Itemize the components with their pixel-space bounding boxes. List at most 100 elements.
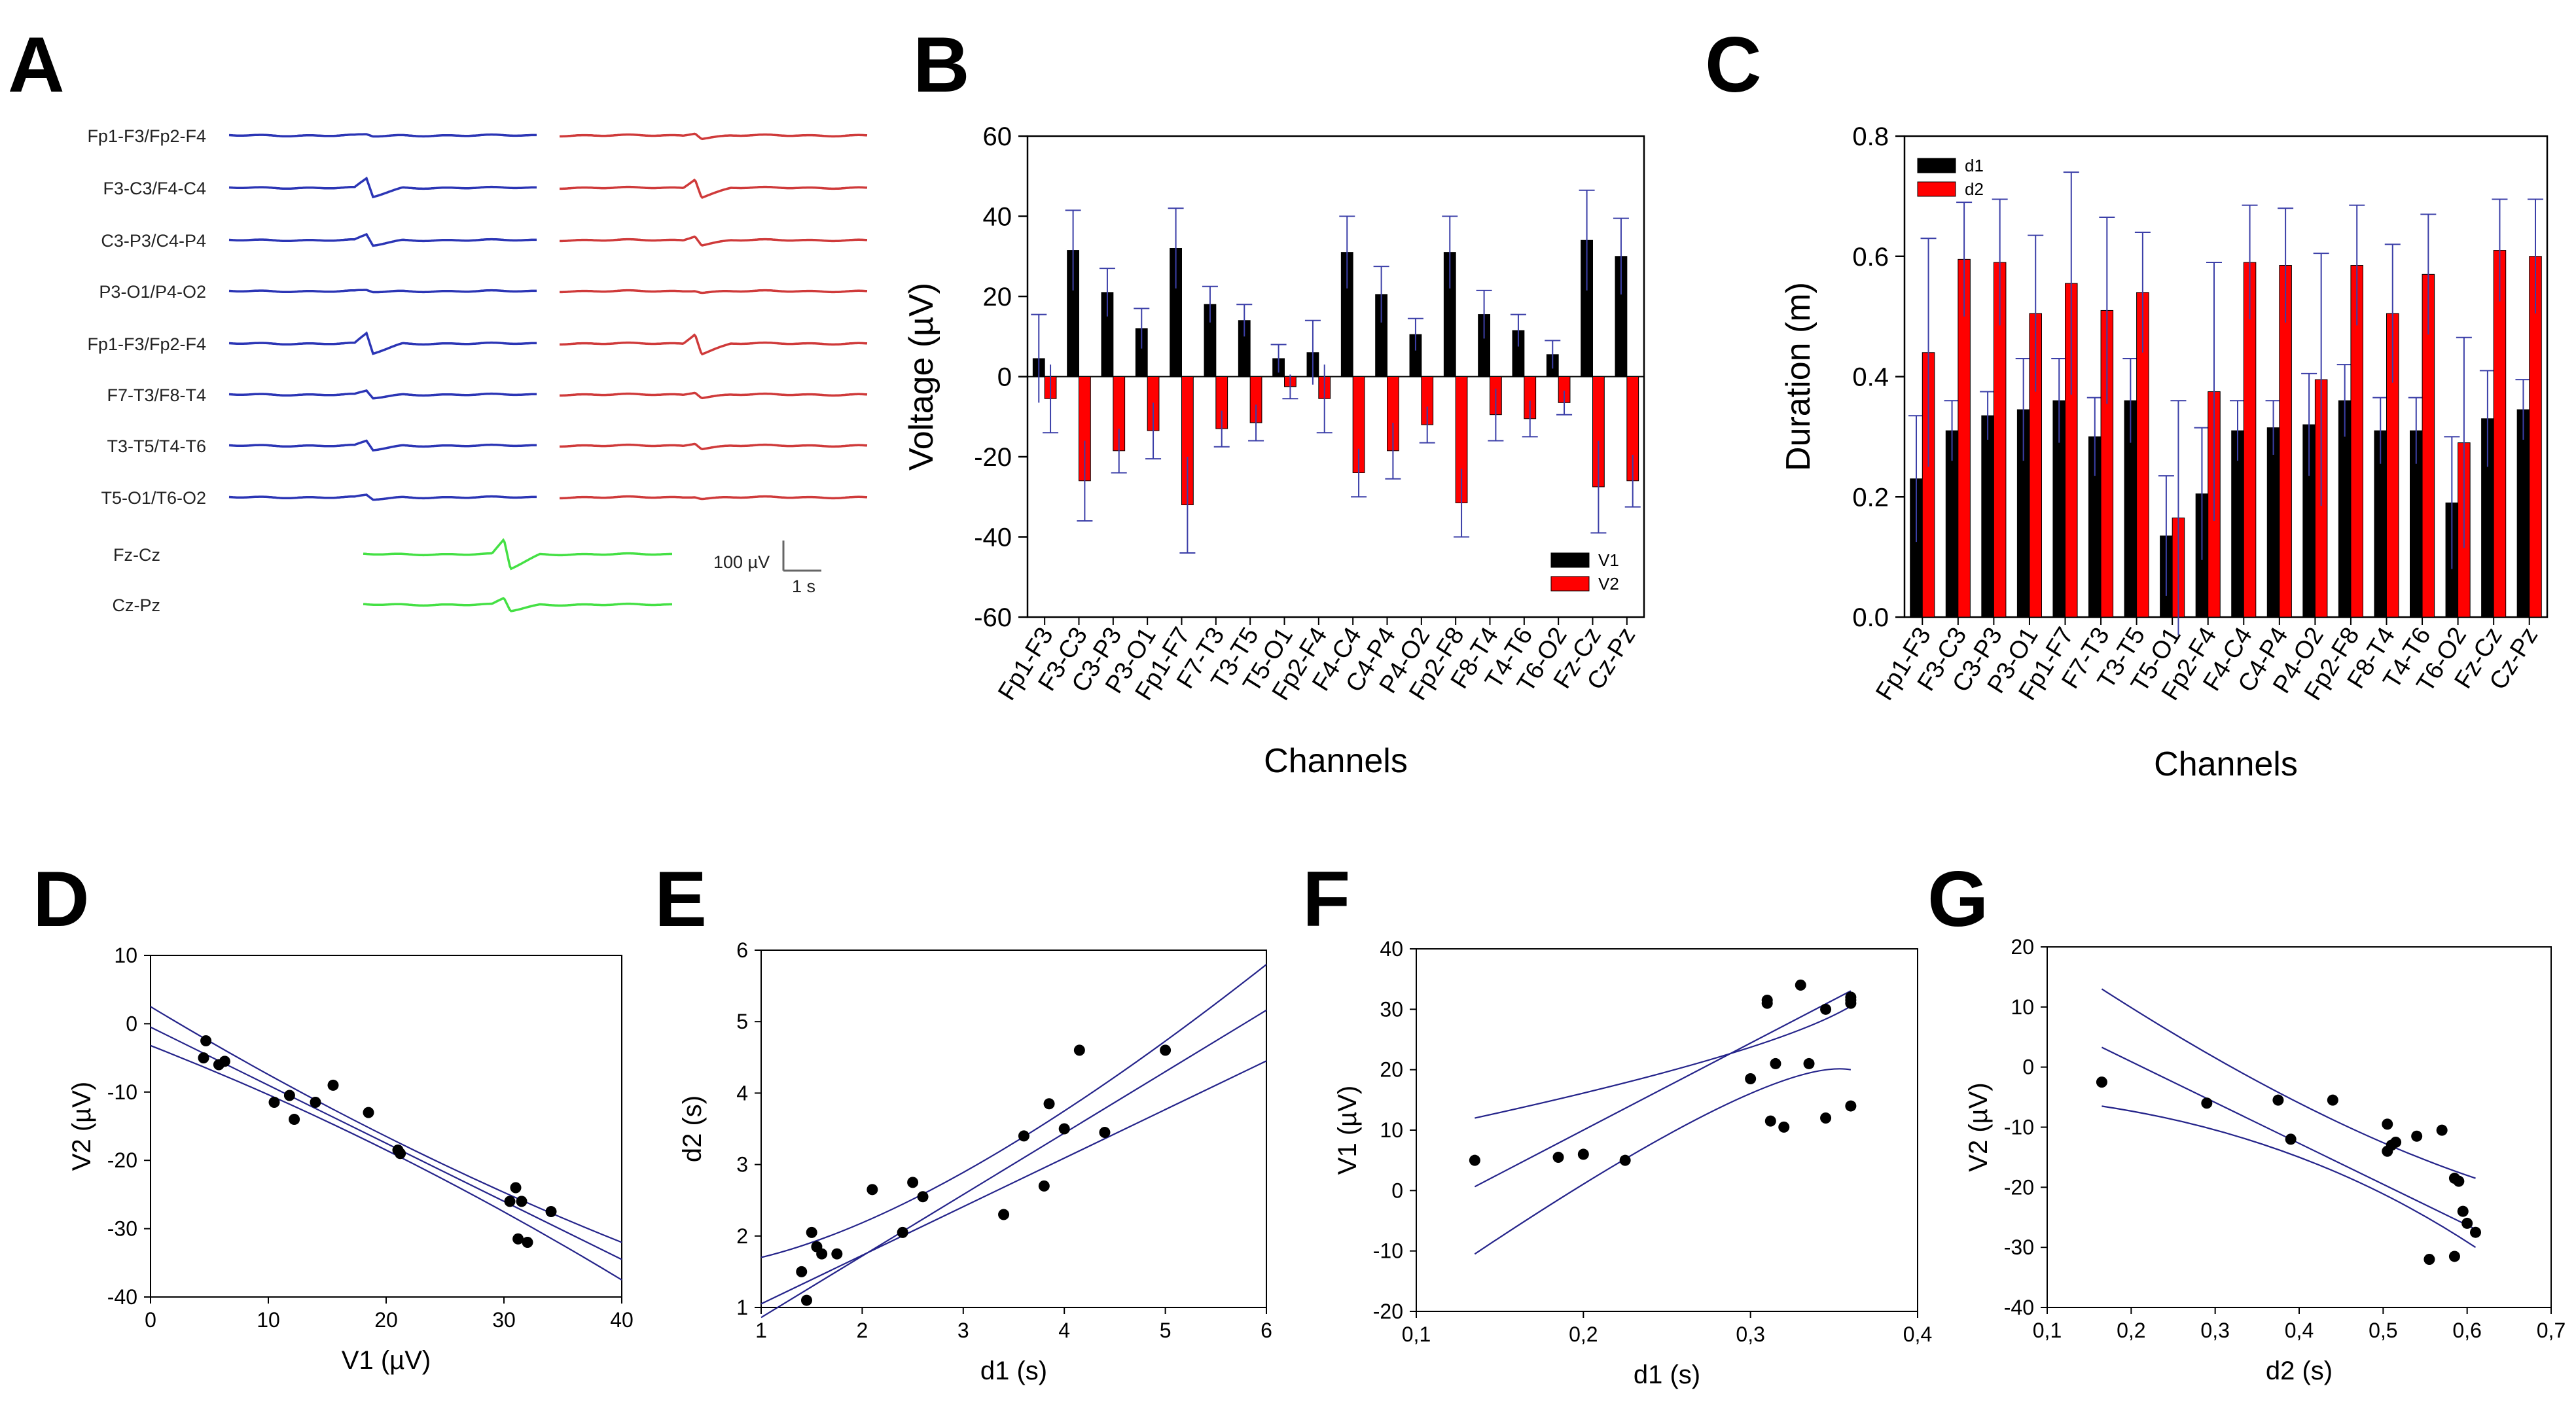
legend-swatch — [1917, 181, 1956, 197]
data-point — [867, 1184, 878, 1196]
y-tick-label: 5 — [736, 1010, 748, 1033]
y-tick-label: -20 — [2004, 1175, 2034, 1199]
data-point — [1038, 1180, 1050, 1192]
y-tick-label: 30 — [1380, 997, 1403, 1021]
data-point — [907, 1177, 919, 1188]
data-point — [327, 1079, 339, 1091]
y-tick-label: 10 — [114, 944, 137, 967]
data-point — [2448, 1251, 2460, 1262]
confidence-lower-line — [150, 1044, 622, 1281]
data-point — [512, 1233, 524, 1245]
data-point — [1469, 1154, 1480, 1166]
y-tick-label: -20 — [1373, 1300, 1403, 1323]
panel-label-d: D — [33, 855, 90, 943]
y-tick-label: 1 — [736, 1296, 748, 1319]
data-point — [1803, 1057, 1815, 1069]
data-point — [1745, 1073, 1757, 1085]
eeg-channel-label: Fp1-F3/Fp2-F4 — [87, 334, 206, 354]
data-point — [2470, 1226, 2481, 1238]
eeg-channel-label: F3-C3/F4-C4 — [103, 179, 206, 198]
data-point — [268, 1096, 280, 1108]
y-tick-label: 20 — [2011, 935, 2034, 959]
x-axis-label: V1 (µV) — [342, 1346, 431, 1375]
x-tick-label: 0,1 — [2033, 1319, 2062, 1342]
y-tick-label: -40 — [107, 1285, 137, 1309]
d1-v1-scatter-plot: 0,1 0,2 0,3 0,4 -20 -10 0 10 20 30 40 d1 (s) V1 (µV) — [1333, 937, 1932, 1389]
bar — [1981, 415, 1994, 618]
data-point — [2272, 1094, 2284, 1106]
y-tick-label: 60 — [983, 122, 1012, 151]
eeg-scale-bar: 100 µV 1 s — [713, 541, 821, 596]
y-axis-label: Voltage (µV) — [903, 283, 940, 471]
v1-v2-scatter-plot: 0 10 20 30 40 -40 -30 -20 -10 0 10 V1 (µV) V2 (µV) — [67, 944, 634, 1375]
plot-frame — [2047, 946, 2552, 1308]
y-tick-label: -20 — [974, 443, 1012, 472]
data-point — [516, 1196, 528, 1207]
data-point — [2453, 1175, 2465, 1187]
data-point — [1577, 1148, 1589, 1160]
eeg-trace-midline — [363, 597, 672, 613]
duration-bar-chart: 0.00.20.40.60.8Fp1-F3F3-C3C3-P3P3-O1Fp1-… — [1780, 122, 2549, 783]
eeg-channel-label: T3-T5/T4-T6 — [107, 436, 206, 456]
y-tick-label: 4 — [736, 1081, 748, 1105]
x-tick-label: 4 — [1058, 1319, 1070, 1342]
legend-entry: d2 — [1965, 179, 1984, 199]
data-point — [1795, 979, 1806, 991]
x-tick-label: 20 — [374, 1308, 398, 1332]
eeg-trace-right — [560, 289, 868, 294]
x-axis-label: d1 (s) — [980, 1357, 1047, 1385]
y-tick-label: 0.0 — [1852, 603, 1889, 632]
legend-entry: V1 — [1598, 550, 1619, 570]
x-axis-label: Channels — [2154, 745, 2298, 783]
legend-swatch — [1917, 158, 1956, 173]
y-tick-label: 0 — [1391, 1179, 1403, 1202]
data-point — [2436, 1124, 2448, 1136]
y-tick-label: 0 — [126, 1012, 137, 1035]
y-tick-label: 20 — [983, 283, 1012, 311]
eeg-trace-right — [560, 495, 868, 501]
x-tick-label: 0,3 — [1736, 1323, 1764, 1346]
confidence-upper-line — [2101, 988, 2476, 1179]
data-point — [522, 1236, 533, 1248]
eeg-trace-left — [228, 176, 537, 199]
y-tick-label: -10 — [107, 1080, 137, 1104]
scale-time-label: 1 s — [792, 577, 815, 596]
regression-line — [150, 1026, 622, 1260]
panel-label-b: B — [913, 21, 970, 109]
eeg-trace-right — [560, 333, 868, 356]
data-point — [219, 1056, 230, 1067]
data-point — [1764, 1115, 1776, 1127]
y-axis-label: V1 (µV) — [1333, 1086, 1362, 1175]
data-point — [1619, 1154, 1631, 1166]
eeg-trace-right — [560, 391, 868, 400]
x-axis-label: d1 (s) — [1634, 1360, 1700, 1389]
data-point — [1770, 1057, 1781, 1069]
eeg-trace-midline — [363, 538, 672, 571]
y-tick-label: -30 — [2004, 1235, 2034, 1259]
data-point — [1160, 1044, 1172, 1056]
plot-frame — [150, 955, 622, 1298]
y-tick-label: 0.8 — [1852, 122, 1889, 151]
eeg-channel-label: T5-O1/T6-O2 — [101, 488, 206, 508]
y-tick-label: 0 — [997, 363, 1012, 392]
x-tick-label: 0,2 — [2117, 1319, 2145, 1342]
x-tick-label: 40 — [610, 1308, 634, 1332]
d1-d2-scatter-plot: 1 2 3 4 5 6 1 2 3 4 5 6 d1 (s) d2 (s) — [678, 938, 1272, 1385]
data-point — [2201, 1097, 2213, 1109]
confidence-upper-line — [1475, 1005, 1851, 1119]
eeg-channel-label: P3-O1/P4-O2 — [99, 282, 206, 302]
x-tick-label: 2 — [857, 1319, 868, 1342]
data-point — [395, 1148, 406, 1160]
y-tick-label: -20 — [107, 1148, 137, 1172]
data-point — [2390, 1136, 2402, 1148]
x-axis-label: Channels — [1264, 742, 1408, 780]
x-tick-label: 0,6 — [2452, 1319, 2481, 1342]
panel-label-e: E — [654, 855, 707, 943]
data-point — [1778, 1121, 1790, 1133]
data-point — [363, 1107, 374, 1118]
eeg-channel-label: Cz-Pz — [113, 595, 161, 615]
regression-line — [760, 1009, 1267, 1319]
data-point — [2424, 1254, 2435, 1266]
x-tick-label: 5 — [1160, 1319, 1172, 1342]
data-point — [1073, 1044, 1085, 1056]
